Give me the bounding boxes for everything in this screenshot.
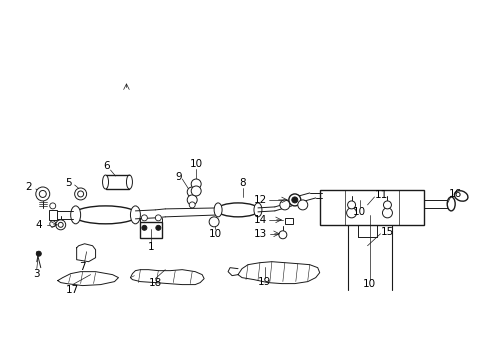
Ellipse shape [447,197,454,211]
Ellipse shape [217,203,259,217]
Circle shape [187,187,197,197]
Circle shape [50,221,56,227]
Circle shape [155,215,161,221]
Ellipse shape [71,206,81,224]
Ellipse shape [126,175,132,189]
Text: 6: 6 [103,161,110,171]
Text: 2: 2 [25,182,32,192]
Circle shape [187,195,197,205]
Text: 15: 15 [380,227,393,237]
Text: 18: 18 [148,278,162,288]
Text: 1: 1 [148,242,154,252]
Text: 14: 14 [253,215,266,225]
Circle shape [279,200,289,210]
Text: 9: 9 [175,172,181,182]
Text: 10: 10 [352,207,366,217]
Circle shape [156,225,161,230]
Circle shape [36,251,41,256]
Text: 10: 10 [362,279,375,289]
Circle shape [56,220,65,230]
Text: 11: 11 [374,190,387,200]
Circle shape [58,222,63,227]
Ellipse shape [102,175,108,189]
Bar [319,190,424,225]
Text: 10: 10 [208,229,221,239]
Bar [49,210,57,220]
Circle shape [383,201,390,209]
Circle shape [39,190,46,197]
Ellipse shape [214,203,222,217]
Text: 3: 3 [33,269,40,279]
Ellipse shape [253,203,262,217]
Circle shape [78,191,83,197]
Text: 5: 5 [65,178,72,188]
Circle shape [278,231,286,239]
Circle shape [75,188,86,200]
Circle shape [191,179,201,189]
Circle shape [36,187,50,201]
Text: 16: 16 [447,189,461,199]
Circle shape [347,201,355,209]
Circle shape [141,215,147,221]
Circle shape [382,208,392,218]
Text: 17: 17 [66,284,79,294]
Bar [140,222,162,238]
Ellipse shape [453,191,467,201]
Circle shape [142,225,146,230]
Text: 7: 7 [79,262,86,272]
Circle shape [50,203,56,209]
Bar [105,175,129,189]
Text: 8: 8 [239,178,246,188]
Circle shape [209,217,219,227]
Circle shape [189,202,195,208]
Text: 13: 13 [254,229,267,239]
Text: 12: 12 [253,195,266,205]
Ellipse shape [130,206,140,224]
Circle shape [288,194,300,206]
Circle shape [297,200,307,210]
Text: 19: 19 [258,276,271,287]
Text: 4: 4 [36,220,42,230]
Circle shape [291,197,297,203]
Bar [285,218,292,224]
Text: 10: 10 [189,159,203,169]
Circle shape [346,208,356,218]
Ellipse shape [73,206,138,224]
Circle shape [191,186,201,196]
